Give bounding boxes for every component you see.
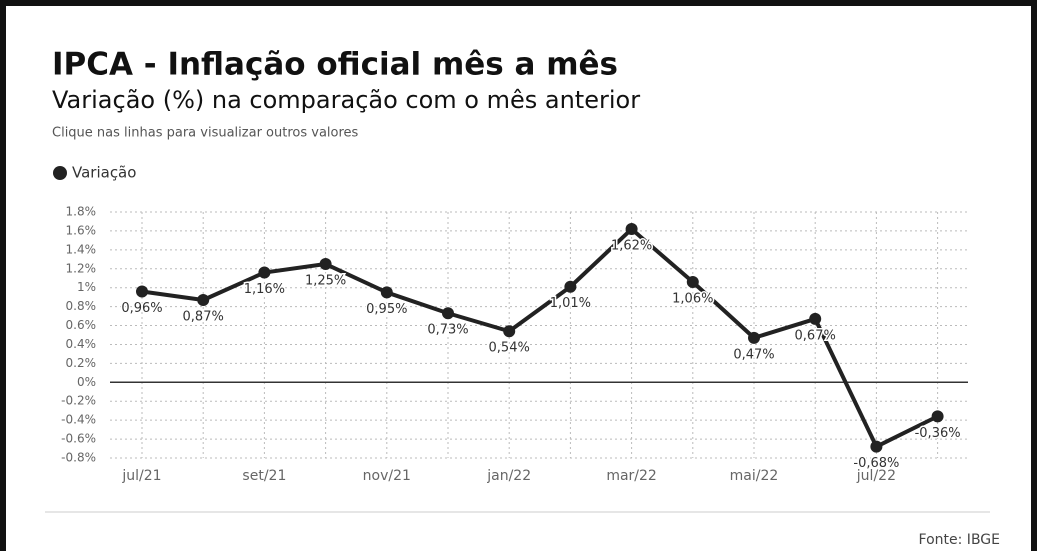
legend-label[interactable]: Variação bbox=[72, 164, 136, 182]
data-label: 0,73% bbox=[427, 323, 468, 338]
data-label: 0,67% bbox=[795, 328, 836, 343]
data-label: 0,95% bbox=[366, 302, 407, 317]
x-tick-label: mar/22 bbox=[606, 468, 657, 484]
data-label: 1,01% bbox=[550, 296, 591, 311]
source: Fonte: IBGE bbox=[919, 532, 1000, 548]
data-point bbox=[748, 331, 760, 344]
x-tick-label: jul/22 bbox=[856, 468, 896, 484]
data-point bbox=[380, 286, 393, 299]
data-point bbox=[197, 293, 210, 306]
chart-title: IPCA - Inflação oficial mês a mês bbox=[52, 47, 618, 83]
y-tick-label: 0.4% bbox=[66, 337, 97, 351]
data-label: 1,06% bbox=[672, 292, 713, 307]
y-tick-label: 0.6% bbox=[66, 318, 97, 332]
data-point bbox=[503, 325, 516, 338]
y-tick-label: 1.2% bbox=[66, 261, 97, 275]
data-label: 1,62% bbox=[611, 239, 652, 254]
y-tick-label: -0.6% bbox=[61, 432, 96, 446]
data-point bbox=[870, 440, 883, 453]
note: Clique nas linhas para visualizar outros… bbox=[52, 126, 359, 141]
data-point bbox=[931, 410, 944, 423]
data-point bbox=[319, 258, 332, 271]
data-point bbox=[442, 307, 454, 320]
data-label: 1,25% bbox=[305, 274, 346, 289]
y-tick-label: 1.8% bbox=[66, 205, 97, 219]
data-label: 0,47% bbox=[733, 347, 774, 362]
y-tick-label: -0.8% bbox=[61, 451, 96, 465]
y-tick-label: 0% bbox=[77, 375, 96, 389]
series-line bbox=[141, 227, 939, 449]
data-point bbox=[564, 280, 577, 293]
x-tick-label: mai/22 bbox=[730, 468, 779, 484]
y-tick-label: 0.8% bbox=[66, 299, 97, 313]
x-tick-label: set/21 bbox=[242, 468, 286, 484]
x-tick-label: jan/22 bbox=[486, 468, 531, 484]
data-point bbox=[625, 223, 638, 236]
y-tick-label: 1.6% bbox=[66, 223, 97, 237]
data-label: 0,87% bbox=[183, 309, 224, 324]
chart-subtitle: Variação (%) na comparação com o mês ant… bbox=[52, 86, 640, 114]
y-tick-label: 0.2% bbox=[66, 356, 97, 370]
legend-marker[interactable] bbox=[53, 166, 67, 180]
y-tick-label: 1.4% bbox=[66, 242, 97, 256]
y-tick-label: -0.4% bbox=[61, 413, 96, 427]
data-label: 0,54% bbox=[489, 341, 530, 356]
data-label: 0,96% bbox=[121, 301, 162, 316]
data-point bbox=[686, 276, 699, 289]
x-tick-label: nov/21 bbox=[363, 468, 411, 484]
data-label: -0,36% bbox=[915, 426, 961, 441]
data-label: -0,68% bbox=[853, 456, 899, 471]
y-tick-label: -0.2% bbox=[61, 394, 96, 408]
data-point bbox=[136, 285, 148, 298]
data-point bbox=[258, 266, 271, 279]
x-tick-label: jul/21 bbox=[121, 468, 161, 484]
y-tick-label: 1% bbox=[77, 280, 96, 294]
data-point bbox=[809, 312, 822, 325]
data-label: 1,16% bbox=[244, 282, 285, 297]
